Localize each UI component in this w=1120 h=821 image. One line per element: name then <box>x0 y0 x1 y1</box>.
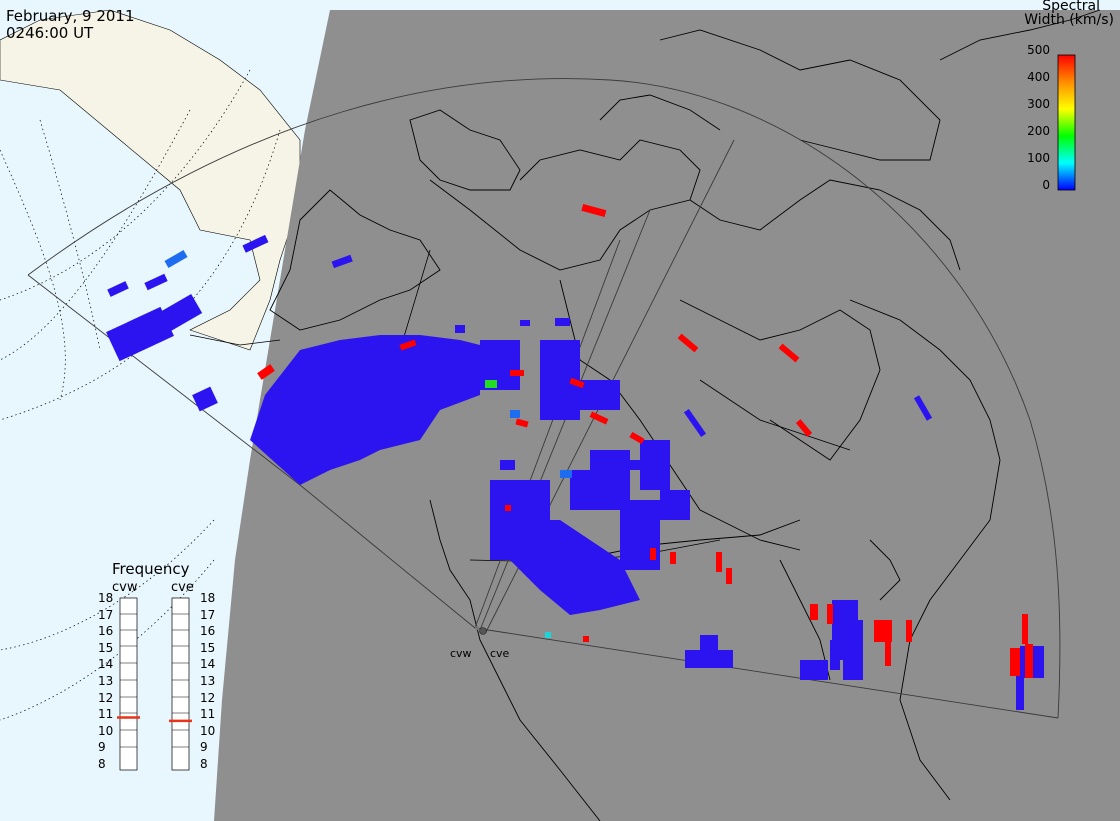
radar-sites <box>475 626 487 635</box>
colorbar-tick-300: 300 <box>1027 97 1050 111</box>
frequency-label-cve: cve <box>171 580 194 595</box>
frequency-tick-cvw-11: 11 <box>98 707 114 722</box>
frequency-tick-cvw-17: 17 <box>98 607 114 622</box>
radar-label-cvw: cvw <box>450 647 472 660</box>
frequency-bars <box>119 597 190 771</box>
colorbar-tick-0: 0 <box>1042 178 1050 192</box>
frequency-tick-cve-8: 8 <box>200 757 208 771</box>
frequency-tick-cve-9: 9 <box>200 740 208 755</box>
frequency-title: Frequency <box>112 560 190 578</box>
nightside-region <box>214 10 1120 821</box>
colorbar-tick-500: 500 <box>1027 43 1050 57</box>
frequency-tick-cvw-18: 18 <box>98 591 114 605</box>
plot-time: 0246:00 UT <box>6 24 94 42</box>
colorbar-title-line2: Width (km/s) <box>1024 12 1114 28</box>
coastlines <box>269 9 1101 821</box>
scatter-cells-mid-width <box>164 250 572 638</box>
frequency-tick-cve-17: 17 <box>200 607 216 622</box>
plot-date: February, 9 2011 <box>6 7 135 25</box>
frequency-tick-cvw-8: 8 <box>98 757 106 771</box>
frequency-tick-cvw-15: 15 <box>98 640 114 655</box>
frequency-tick-cvw-14: 14 <box>98 657 114 672</box>
frequency-tick-cve-13: 13 <box>200 674 216 688</box>
colorbar-tick-400: 400 <box>1027 70 1050 84</box>
frequency-tick-cvw-10: 10 <box>98 723 114 738</box>
colorbar <box>1057 54 1076 191</box>
colorbar-tick-200: 200 <box>1027 124 1050 138</box>
frequency-tick-cve-14: 14 <box>200 657 216 672</box>
frequency-label-cvw: cvw <box>112 580 138 595</box>
frequency-tick-cve-18: 18 <box>200 591 216 605</box>
radar-site-cve <box>475 626 479 630</box>
dayside-land <box>0 9 301 351</box>
frequency-grid <box>120 613 189 748</box>
scatter-cells-high-width <box>257 203 1033 678</box>
frequency-tick-cve-15: 15 <box>200 640 216 655</box>
frequency-tick-cve-12: 12 <box>200 690 216 705</box>
frequency-tick-cve-10: 10 <box>200 723 216 738</box>
colorbar-tick-100: 100 <box>1027 151 1050 165</box>
frequency-tick-cvw-13: 13 <box>98 674 114 688</box>
scatter-cells-low-width <box>106 234 1044 710</box>
radar-label-cve: cve <box>490 647 510 660</box>
frequency-tick-cve-16: 16 <box>200 624 216 639</box>
frequency-tick-cve-11: 11 <box>200 707 216 722</box>
frequency-tick-cvw-12: 12 <box>98 690 114 705</box>
radar-site-cvw <box>479 627 487 635</box>
colorbar-title-line1: Spectral <box>1042 0 1100 14</box>
frequency-tick-cvw-16: 16 <box>98 624 114 639</box>
frequency-tick-cvw-9: 9 <box>98 740 106 755</box>
